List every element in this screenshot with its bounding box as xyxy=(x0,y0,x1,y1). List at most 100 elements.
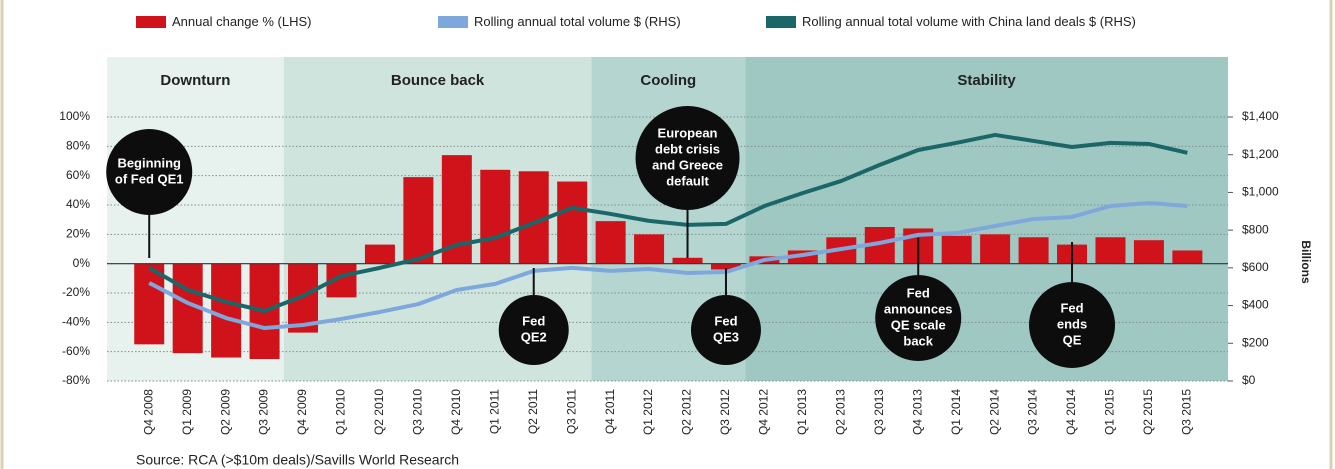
annotation-text: and Greece xyxy=(652,157,723,172)
bar xyxy=(480,169,511,264)
bar xyxy=(134,263,165,345)
bar xyxy=(557,181,588,264)
y-tick-label: 40% xyxy=(66,197,90,211)
x-tick-label: Q1 2010 xyxy=(334,389,348,435)
x-tick-label: Q2 2013 xyxy=(833,389,847,435)
bar xyxy=(634,234,665,264)
legend-swatch xyxy=(766,16,796,28)
bar xyxy=(980,234,1011,264)
bar xyxy=(595,221,626,264)
x-tick-label: Q3 2014 xyxy=(1026,389,1040,435)
annotation-circle xyxy=(106,129,193,215)
line xyxy=(148,132,1188,314)
bar xyxy=(710,263,741,270)
annotation-circle xyxy=(498,295,569,365)
annotation-circle xyxy=(1029,282,1116,368)
annotation-text: ends xyxy=(1057,316,1087,331)
x-tick-label: Q2 2012 xyxy=(680,389,694,435)
bar xyxy=(1095,237,1126,264)
y2-tick-label: $400 xyxy=(1242,298,1269,312)
x-tick-label: Q4 2010 xyxy=(449,389,463,435)
line xyxy=(148,200,1188,331)
y-tick-label: 80% xyxy=(66,139,90,153)
annotation-text: Fed xyxy=(522,313,545,328)
x-tick-label: Q3 2013 xyxy=(872,389,886,435)
x-tick-label: Q2 2015 xyxy=(1141,389,1155,435)
bar xyxy=(364,244,395,264)
legend-swatch xyxy=(438,16,468,28)
x-tick-label: Q4 2008 xyxy=(141,389,155,435)
y-tick-label: -80% xyxy=(62,373,90,387)
x-tick-label: Q1 2015 xyxy=(1103,389,1117,435)
y-tick-label: 60% xyxy=(66,168,90,182)
x-tick-label: Q2 2014 xyxy=(987,389,1001,435)
x-tick-label: Q3 2010 xyxy=(411,389,425,435)
x-tick-label: Q1 2009 xyxy=(180,389,194,435)
y-tick-label: -60% xyxy=(62,344,90,358)
annotation-circle xyxy=(690,295,761,365)
y2-axis-label: Billions xyxy=(1299,240,1313,284)
phase-band xyxy=(745,57,1228,381)
x-tick-label: Q1 2014 xyxy=(949,389,963,435)
bar xyxy=(672,257,703,264)
annotation-text: of Fed QE1 xyxy=(115,171,184,186)
annotation-text: QE scale xyxy=(891,317,946,332)
y2-tick-label: $1,400 xyxy=(1242,109,1279,123)
annotation-text: default xyxy=(666,173,709,188)
annotation-text: QE3 xyxy=(713,329,739,344)
x-tick-label: Q3 2009 xyxy=(257,389,271,435)
annotation-text: announces xyxy=(884,301,953,316)
bar xyxy=(1018,237,1049,264)
x-tick-label: Q4 2011 xyxy=(603,389,617,434)
y2-tick-label: $0 xyxy=(1242,373,1256,387)
x-tick-label: Q3 2011 xyxy=(564,389,578,434)
legend-label: Rolling annual total volume $ (RHS) xyxy=(474,14,681,29)
x-tick-label: Q1 2012 xyxy=(641,389,655,435)
annotation-text: Fed xyxy=(907,285,930,300)
annotation-text: Beginning xyxy=(117,155,181,170)
x-tick-label: Q4 2013 xyxy=(910,389,924,435)
annotation-circle xyxy=(635,106,740,210)
annotation-text: Fed xyxy=(714,313,737,328)
x-tick-label: Q3 2015 xyxy=(1180,389,1194,435)
bar xyxy=(1133,240,1164,264)
x-tick-label: Q3 2012 xyxy=(718,389,732,435)
y2-tick-label: $1,000 xyxy=(1242,185,1279,199)
y2-tick-label: $1,200 xyxy=(1242,147,1279,161)
bar xyxy=(941,235,972,264)
legend-swatch xyxy=(136,16,166,28)
annotation-text: debt crisis xyxy=(655,141,720,156)
x-tick-label: Q1 2011 xyxy=(487,389,501,434)
annotation-text: QE xyxy=(1063,332,1082,347)
source: Source: RCA (>$10m deals)/Savills World … xyxy=(136,452,459,468)
legend-label: Rolling annual total volume with China l… xyxy=(802,14,1136,29)
annotation-text: back xyxy=(903,333,933,348)
bar xyxy=(211,263,242,358)
y-tick-label: -20% xyxy=(62,285,90,299)
phase-label: Downturn xyxy=(160,72,230,89)
x-tick-label: Q2 2011 xyxy=(526,389,540,434)
x-tick-label: Q2 2010 xyxy=(372,389,386,435)
y2-tick-label: $600 xyxy=(1242,260,1269,274)
x-tick-label: Q2 2009 xyxy=(218,389,232,435)
annotation-text: QE2 xyxy=(521,329,547,344)
x-tick-label: Q4 2014 xyxy=(1064,389,1078,435)
bar xyxy=(403,177,434,264)
y-tick-label: -40% xyxy=(62,315,90,329)
x-tick-label: Q4 2012 xyxy=(757,389,771,435)
x-tick-label: Q4 2009 xyxy=(295,389,309,435)
y-tick-label: 100% xyxy=(59,109,90,123)
bar xyxy=(1172,250,1203,264)
annotation-text: European xyxy=(658,125,718,140)
phase-label: Bounce back xyxy=(391,72,485,89)
y-tick-label: 20% xyxy=(66,227,90,241)
y-tick-label: 0% xyxy=(73,256,91,270)
annotation-text: Fed xyxy=(1060,300,1083,315)
y2-tick-label: $800 xyxy=(1242,222,1269,236)
phase-label: Cooling xyxy=(640,72,696,89)
annotation-circle xyxy=(875,275,962,361)
legend-label: Annual change % (LHS) xyxy=(172,14,311,29)
x-tick-label: Q1 2013 xyxy=(795,389,809,435)
